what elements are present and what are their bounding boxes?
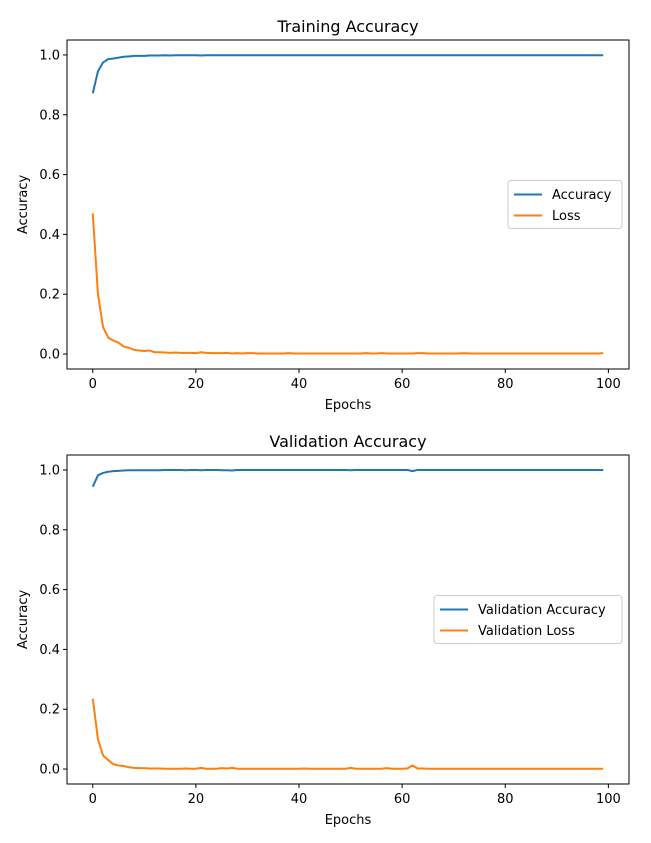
legend-label: Accuracy xyxy=(552,188,612,203)
y-tick-label: 1.0 xyxy=(39,463,60,478)
series-line-2 xyxy=(91,698,604,770)
y-tick-label: 0.8 xyxy=(39,523,60,538)
y-tick-label: 0.2 xyxy=(39,703,60,718)
x-tick-label: 60 xyxy=(394,792,411,807)
x-tick-label: 40 xyxy=(291,792,308,807)
x-tick-label: 80 xyxy=(497,377,514,392)
x-axis-label: Epochs xyxy=(325,813,372,828)
x-tick-label: 20 xyxy=(188,377,205,392)
legend: Accuracy Loss xyxy=(507,180,623,229)
x-tick-label: 20 xyxy=(188,792,205,807)
y-axis-label: Accuracy xyxy=(16,175,31,235)
y-tick-label: 0.8 xyxy=(39,108,60,123)
y-tick-label: 0.6 xyxy=(39,168,60,183)
y-tick-label: 0.2 xyxy=(39,288,60,303)
y-tick-label: 0.6 xyxy=(39,583,60,598)
x-tick-label: 100 xyxy=(596,377,621,392)
chart-panel-1: Training Accuracy 0 20 40 60 80 100 0.0 0.2 0.4 0.… xyxy=(16,17,630,413)
axes-frame xyxy=(66,39,630,370)
x-tick-label: 60 xyxy=(394,377,411,392)
axes-frame xyxy=(66,454,630,785)
legend-label: Validation Loss xyxy=(478,624,575,639)
y-tick-label: 0.4 xyxy=(39,228,60,243)
y-tick-label: 0.0 xyxy=(39,348,60,363)
legend-label: Validation Accuracy xyxy=(478,603,606,618)
chart-title: Training Accuracy xyxy=(276,17,418,36)
x-tick-label: 40 xyxy=(291,377,308,392)
y-tick-label: 0.0 xyxy=(39,763,60,778)
x-tick-label: 100 xyxy=(596,792,621,807)
series-line-1 xyxy=(91,468,604,488)
x-tick-label: 0 xyxy=(89,377,97,392)
legend-box xyxy=(433,595,623,644)
x-tick-label: 80 xyxy=(497,792,514,807)
legend-label: Loss xyxy=(552,209,581,224)
y-tick-label: 1.0 xyxy=(39,48,60,63)
y-axis-label: Accuracy xyxy=(16,590,31,650)
chart-title: Validation Accuracy xyxy=(269,432,426,451)
legend: Validation Accuracy Validation Loss xyxy=(433,595,623,644)
series-line-2 xyxy=(91,213,604,355)
chart-panel-2: Validation Accuracy 0 20 40 60 80 100 0.0 0.2 0.4… xyxy=(16,432,630,828)
y-tick-label: 0.4 xyxy=(39,643,60,658)
x-axis-label: Epochs xyxy=(325,398,372,413)
x-tick-label: 0 xyxy=(89,792,97,807)
series-line-1 xyxy=(91,54,604,94)
